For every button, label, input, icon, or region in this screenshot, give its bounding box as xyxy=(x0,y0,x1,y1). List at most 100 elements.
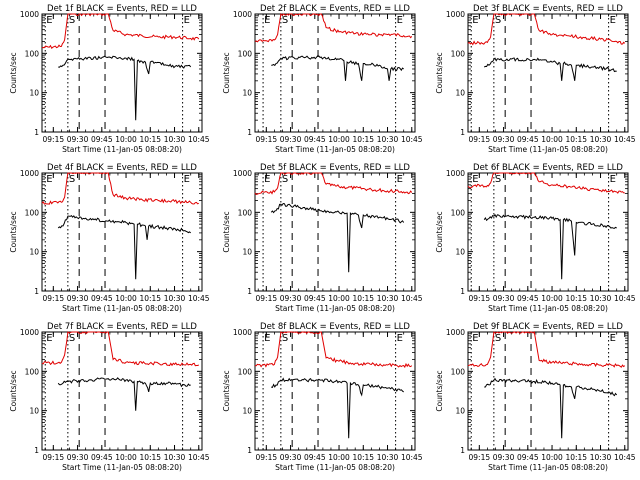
x-tick-label: 10:45 xyxy=(614,135,636,144)
marker-label: S xyxy=(495,174,501,185)
marker-label: E xyxy=(264,333,270,344)
y-tick-label: 10 xyxy=(455,89,465,98)
marker-label: E xyxy=(397,15,403,26)
x-tick-label: 09:30 xyxy=(67,135,89,144)
y-tick-label: 1 xyxy=(247,128,252,137)
marker-label: E xyxy=(184,15,190,26)
x-tick-label: 10:00 xyxy=(115,453,137,462)
x-tick-label: 10:45 xyxy=(188,135,210,144)
x-tick-label: 10:00 xyxy=(328,294,350,303)
detector-panel: Det 5f BLACK = Events, RED = LLD 1 10 100 10… xyxy=(222,163,423,313)
y-tick-label: 100 xyxy=(25,367,40,376)
y-axis-label: Counts/sec xyxy=(222,370,231,411)
x-axis-label: Start Time (11-Jan-05 08:08:20) xyxy=(488,304,608,313)
x-axis-label: Start Time (11-Jan-05 08:08:20) xyxy=(62,463,182,472)
x-tick-label: 10:45 xyxy=(401,294,423,303)
marker-label: S xyxy=(69,174,75,185)
x-tick-label: 09:15 xyxy=(43,294,65,303)
marker-label: E xyxy=(472,333,478,344)
plot-frame xyxy=(467,172,629,292)
plot-frame xyxy=(467,13,629,133)
marker-label: E xyxy=(610,174,616,185)
events-series-line xyxy=(483,213,617,280)
y-tick-label: 1 xyxy=(460,128,465,137)
y-tick-label: 100 xyxy=(25,49,40,58)
y-tick-label: 1000 xyxy=(233,169,252,178)
y-tick-label: 100 xyxy=(238,208,253,217)
y-tick-label: 1000 xyxy=(20,169,39,178)
y-tick-label: 1000 xyxy=(446,169,465,178)
x-tick-label: 09:45 xyxy=(91,135,113,144)
plot-frame xyxy=(254,172,416,292)
y-tick-label: 10 xyxy=(455,248,465,257)
x-tick-label: 10:15 xyxy=(139,453,161,462)
y-axis-label: Counts/sec xyxy=(435,211,444,252)
x-tick-label: 09:45 xyxy=(91,453,113,462)
y-tick-label: 1 xyxy=(247,446,252,455)
marker-label: S xyxy=(282,333,288,344)
events-series-line xyxy=(271,377,404,439)
y-tick-label: 1000 xyxy=(233,328,252,337)
marker-label: E xyxy=(397,174,403,185)
y-axis-label: Counts/sec xyxy=(222,52,231,93)
x-tick-label: 09:30 xyxy=(493,294,515,303)
y-tick-label: 100 xyxy=(451,49,466,58)
y-tick-label: 10 xyxy=(455,407,465,416)
y-tick-label: 1000 xyxy=(20,10,39,19)
x-tick-label: 10:30 xyxy=(590,135,612,144)
y-tick-label: 1 xyxy=(460,287,465,296)
x-axis-label: Start Time (11-Jan-05 08:08:20) xyxy=(275,145,395,154)
x-axis-label: Start Time (11-Jan-05 08:08:20) xyxy=(275,304,395,313)
detector-panel: Det 7f BLACK = Events, RED = LLD 1 10 100 10… xyxy=(9,322,210,472)
plot-frame xyxy=(41,331,203,451)
lld-series-line xyxy=(467,13,626,46)
x-tick-label: 09:30 xyxy=(280,453,302,462)
y-tick-label: 1000 xyxy=(233,10,252,19)
x-tick-label: 10:45 xyxy=(401,135,423,144)
x-tick-label: 10:30 xyxy=(377,453,399,462)
y-tick-label: 1000 xyxy=(20,328,39,337)
x-axis-label: Start Time (11-Jan-05 08:08:20) xyxy=(62,304,182,313)
panel-title: Det 3f BLACK = Events, RED = LLD xyxy=(473,4,623,14)
x-tick-label: 10:15 xyxy=(565,135,587,144)
detector-panel: Det 6f BLACK = Events, RED = LLD 1 10 100 10… xyxy=(435,163,636,313)
events-series-line xyxy=(271,55,404,81)
marker-label: E xyxy=(397,333,403,344)
x-tick-label: 09:15 xyxy=(469,453,491,462)
marker-label: E xyxy=(264,15,270,26)
panel-title: Det 1f BLACK = Events, RED = LLD xyxy=(47,4,197,14)
y-tick-label: 10 xyxy=(29,89,39,98)
marker-label: S xyxy=(495,333,501,344)
x-tick-label: 09:45 xyxy=(91,294,113,303)
x-tick-label: 10:00 xyxy=(328,453,350,462)
x-tick-label: 10:00 xyxy=(328,135,350,144)
x-tick-label: 10:30 xyxy=(377,135,399,144)
x-axis-label: Start Time (11-Jan-05 08:08:20) xyxy=(488,145,608,154)
y-tick-label: 1 xyxy=(34,287,39,296)
x-tick-label: 10:45 xyxy=(188,294,210,303)
x-tick-label: 10:15 xyxy=(139,135,161,144)
marker-label: S xyxy=(282,174,288,185)
x-tick-label: 10:15 xyxy=(565,294,587,303)
marker-label: E xyxy=(184,174,190,185)
x-tick-label: 09:30 xyxy=(493,453,515,462)
panel-title: Det 4f BLACK = Events, RED = LLD xyxy=(47,163,197,173)
x-tick-label: 09:30 xyxy=(280,294,302,303)
y-axis-label: Counts/sec xyxy=(435,52,444,93)
y-axis-label: Counts/sec xyxy=(9,370,18,411)
lld-series-line xyxy=(41,172,199,205)
y-tick-label: 10 xyxy=(242,89,252,98)
x-tick-label: 10:30 xyxy=(590,453,612,462)
x-tick-label: 09:15 xyxy=(469,294,491,303)
x-axis-label: Start Time (11-Jan-05 08:08:20) xyxy=(62,145,182,154)
marker-label: E xyxy=(472,174,478,185)
panel-title: Det 8f BLACK = Events, RED = LLD xyxy=(260,322,410,332)
x-tick-label: 10:45 xyxy=(188,453,210,462)
x-tick-label: 09:45 xyxy=(517,453,539,462)
x-tick-label: 10:00 xyxy=(115,135,137,144)
y-tick-label: 1 xyxy=(247,287,252,296)
x-tick-label: 10:00 xyxy=(541,294,563,303)
marker-label: E xyxy=(264,174,270,185)
x-tick-label: 09:45 xyxy=(304,453,326,462)
